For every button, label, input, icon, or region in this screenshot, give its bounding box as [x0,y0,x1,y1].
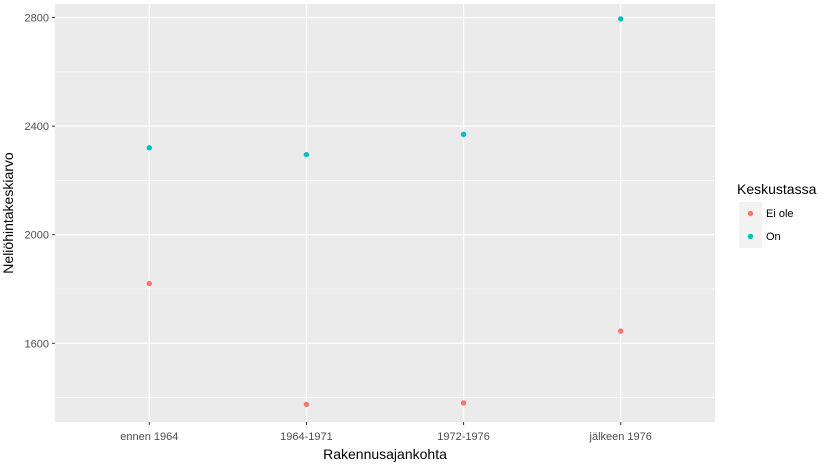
grid-major [55,4,715,422]
x-tick-label: jälkeen 1976 [589,431,652,443]
data-point [460,400,467,406]
legend-label: On [766,231,781,243]
legend-title: Keskustassa [737,181,817,197]
x-axis: ennen 1964 1964-1971 1972-1976 jälkeen 1976 [120,422,652,443]
x-axis-title: Rakennusajankohta [323,446,447,462]
y-tick-label: 1600 [25,338,49,350]
legend-marker [747,233,754,240]
y-tick-label: 2000 [25,230,49,242]
data-point [460,131,467,137]
y-tick-label: 2400 [25,121,49,133]
x-tick-label: 1972-1976 [437,431,490,443]
legend-marker [747,210,754,217]
points [146,16,624,408]
data-point [618,16,624,22]
y-axis: 1600 2000 2400 2800 [25,13,55,350]
x-tick-label: ennen 1964 [120,431,178,443]
legend-items: Ei ole On [739,202,794,248]
y-axis-title: Neliöhintakeskiarvo [0,152,16,274]
data-point [146,145,152,151]
x-tick-label: 1964-1971 [280,431,333,443]
data-point [303,151,310,158]
legend: Keskustassa Ei ole On [737,181,817,248]
data-point [303,401,310,408]
data-point [618,328,624,334]
grid-minor [55,71,715,398]
y-tick-label: 2800 [25,13,49,25]
legend-label: Ei ole [766,208,794,220]
data-point [146,280,152,287]
plot-panel [55,4,715,422]
